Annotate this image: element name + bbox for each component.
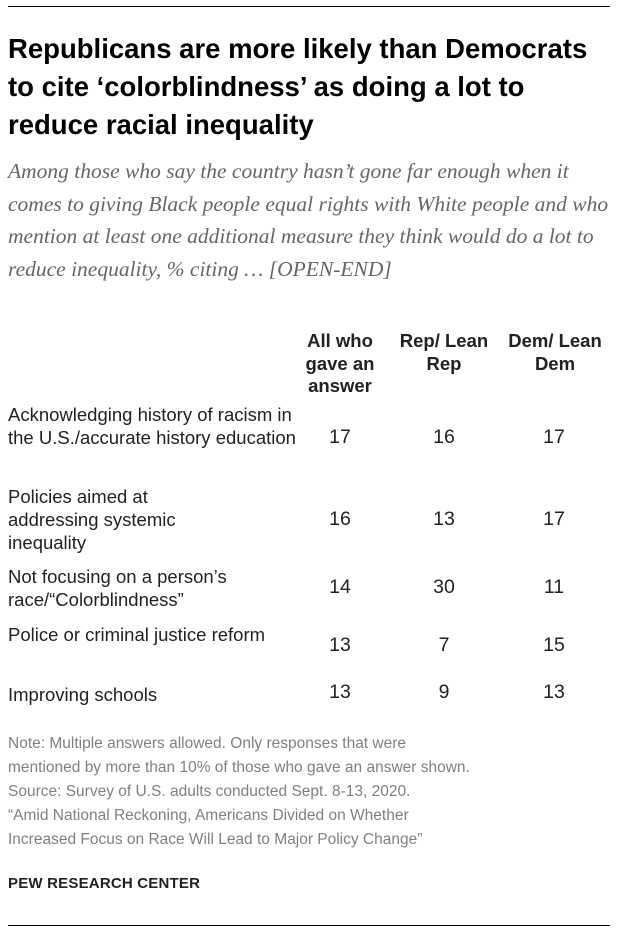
- note-line: Source: Survey of U.S. adults conducted …: [8, 783, 411, 800]
- row-label: Policies aimed at addressing systemic in…: [8, 486, 176, 553]
- data-value: 16: [329, 508, 351, 530]
- row-label: Improving schools: [8, 684, 158, 705]
- note-line: Note: Multiple answers allowed. Only res…: [8, 735, 407, 752]
- note-line: Increased Focus on Race Will Lead to Maj…: [8, 831, 423, 848]
- data-value: 14: [329, 576, 351, 598]
- column-header-rep: Rep/ Lean Rep: [399, 330, 489, 374]
- data-value: 7: [438, 634, 450, 656]
- column-header-all: All who gave an answer: [305, 330, 375, 396]
- data-value: 13: [329, 634, 351, 656]
- data-value: 30: [433, 576, 455, 598]
- bottom-rule: [8, 925, 610, 926]
- data-value: 13: [543, 681, 565, 703]
- top-rule: [8, 6, 610, 7]
- data-value: 15: [543, 634, 565, 656]
- chart-title: Republicans are more likely than Democra…: [8, 33, 588, 140]
- note-line: mentioned by more than 10% of those who …: [8, 759, 470, 776]
- row-label: Not focusing on a person’s race/“Colorbl…: [8, 566, 227, 610]
- data-value: 9: [438, 681, 450, 703]
- brand-logo-text: PEW RESEARCH CENTER: [8, 875, 201, 892]
- data-value: 17: [543, 426, 565, 448]
- data-value: 16: [433, 426, 455, 448]
- data-value: 17: [543, 508, 565, 530]
- data-value: 13: [433, 508, 455, 530]
- column-header-dem: Dem/ Lean Dem: [508, 330, 602, 374]
- row-label: Acknowledging history of racism in the U…: [8, 404, 296, 448]
- row-label: Police or criminal justice reform: [8, 624, 266, 645]
- source-note: Note: Multiple answers allowed. Only res…: [8, 732, 618, 852]
- chart-subtitle: Among those who say the country hasn’t g…: [8, 159, 609, 281]
- data-value: 17: [329, 426, 351, 448]
- data-value: 13: [329, 681, 351, 703]
- data-value: 11: [543, 576, 565, 598]
- note-line: “Amid National Reckoning, Americans Divi…: [8, 807, 409, 824]
